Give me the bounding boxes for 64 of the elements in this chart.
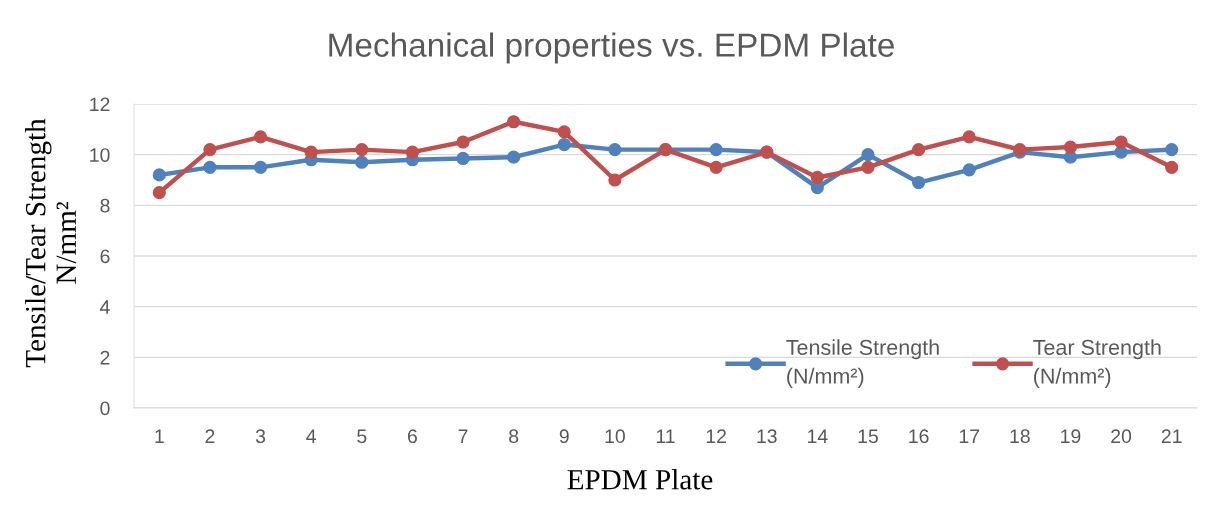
y-tick-label: 4 bbox=[100, 300, 110, 314]
y-tick-label: 6 bbox=[100, 249, 110, 264]
x-tick-label: 20 bbox=[1111, 429, 1132, 444]
point bbox=[152, 168, 166, 182]
x-tick-label: 7 bbox=[458, 429, 468, 443]
x-tick-label: 18 bbox=[1010, 429, 1030, 444]
x-tick-label: 4 bbox=[306, 429, 316, 443]
point bbox=[861, 160, 875, 174]
point bbox=[507, 150, 521, 164]
point bbox=[152, 186, 166, 200]
legend-label: Tensile Strength (N/mm²) bbox=[786, 339, 939, 388]
point bbox=[355, 143, 369, 157]
x-tick-label: 13 bbox=[757, 429, 777, 444]
point bbox=[253, 160, 268, 174]
x-tick-label: 16 bbox=[909, 429, 929, 444]
x-tick-label: 11 bbox=[656, 429, 675, 443]
x-tick-label: 15 bbox=[858, 429, 878, 444]
point bbox=[203, 143, 217, 157]
point bbox=[355, 155, 369, 169]
x-tick-label: 3 bbox=[255, 429, 266, 444]
y-tick-label: 8 bbox=[100, 198, 110, 213]
x-tick-label: 14 bbox=[808, 429, 828, 443]
chart-title: Mechanical properties vs. EPDM Plate bbox=[329, 32, 894, 64]
y-tick-label: 10 bbox=[90, 148, 110, 162]
x-tick-label: 6 bbox=[407, 429, 417, 444]
point bbox=[304, 145, 318, 159]
point bbox=[507, 115, 521, 129]
y-tick-label: 0 bbox=[100, 401, 110, 416]
point bbox=[253, 130, 268, 144]
x-tick-label: 19 bbox=[1061, 429, 1081, 444]
x-axis-title: EPDM Plate bbox=[567, 469, 713, 490]
x-tick-label: 8 bbox=[509, 429, 519, 444]
point bbox=[1063, 140, 1078, 154]
x-tick-label: 10 bbox=[605, 429, 625, 444]
point bbox=[557, 125, 571, 139]
y-tick-label: 2 bbox=[100, 350, 110, 365]
point bbox=[1165, 143, 1179, 157]
point bbox=[405, 145, 420, 159]
x-tick-label: 12 bbox=[706, 429, 726, 443]
point bbox=[709, 160, 723, 174]
point bbox=[557, 137, 571, 152]
legend-label: Tear Strength (N/mm²) bbox=[1033, 339, 1161, 388]
point bbox=[810, 170, 824, 185]
x-tick-label: 21 bbox=[1161, 429, 1182, 443]
point bbox=[608, 143, 622, 157]
point bbox=[861, 148, 875, 162]
point bbox=[456, 135, 470, 149]
point bbox=[709, 143, 723, 157]
x-tick-label: 5 bbox=[357, 429, 367, 444]
point bbox=[962, 163, 976, 177]
y-axis-title: Tensile/Tear Strength N/mm² bbox=[24, 118, 77, 368]
y-tick-label: 12 bbox=[90, 97, 110, 112]
point bbox=[911, 175, 926, 190]
point bbox=[1114, 135, 1128, 149]
x-tick-label: 2 bbox=[205, 429, 215, 443]
point bbox=[1165, 160, 1179, 174]
point bbox=[911, 143, 926, 157]
x-tick-label: 17 bbox=[959, 429, 980, 443]
point bbox=[962, 130, 976, 144]
x-tick-label: 9 bbox=[559, 429, 569, 444]
x-tick-label: 1 bbox=[155, 429, 164, 443]
point bbox=[203, 160, 217, 174]
point bbox=[608, 173, 622, 187]
point bbox=[456, 151, 470, 166]
